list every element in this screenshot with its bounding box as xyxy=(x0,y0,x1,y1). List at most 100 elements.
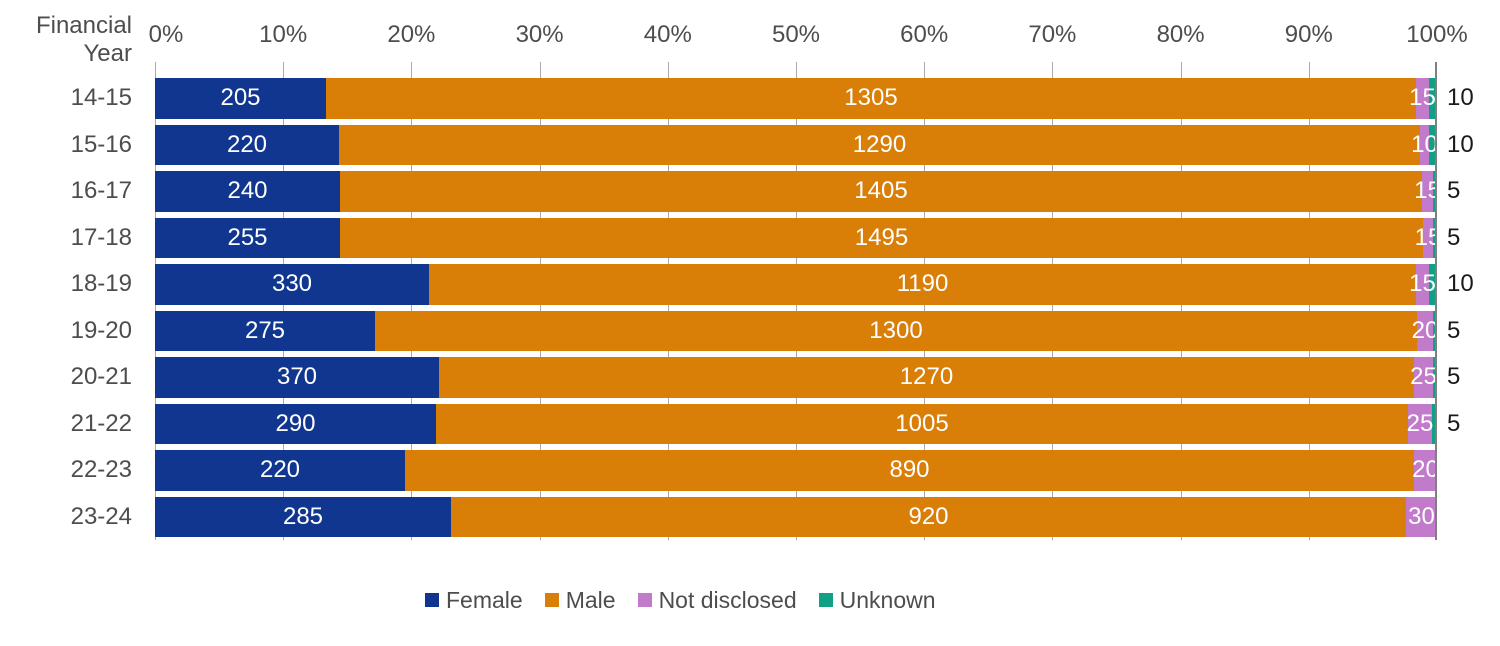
legend-swatch-unknown xyxy=(818,593,833,607)
value-label-male: 920 xyxy=(908,502,949,530)
value-label-female: 240 xyxy=(227,177,268,205)
year-label: 15-16 xyxy=(70,130,132,158)
segment-not-disclosed xyxy=(1408,403,1432,444)
segment-male: 1495 xyxy=(340,217,1423,258)
legend-swatch-male xyxy=(544,593,559,607)
segment-not-disclosed xyxy=(1422,171,1433,212)
segment-male: 1290 xyxy=(339,124,1420,165)
value-label-not-disclosed: 20 xyxy=(1412,456,1439,484)
legend-swatch-not-disclosed xyxy=(637,593,652,607)
value-label-female: 285 xyxy=(282,502,324,530)
segment-female: 220 xyxy=(155,450,405,491)
x-tick-label: 0% xyxy=(148,21,184,48)
year-label: 19-20 xyxy=(70,316,132,344)
segment-not-disclosed xyxy=(1417,310,1433,351)
x-tick-label: 50% xyxy=(771,21,821,48)
bar-row: 330 1190 15 xyxy=(155,264,1437,305)
value-label-unknown: 10 xyxy=(1447,84,1474,112)
year-label: 21-22 xyxy=(70,409,132,437)
legend-item-male: Male xyxy=(544,586,616,614)
bar-row: 205 1305 15 xyxy=(155,78,1437,119)
value-label-male: 1005 xyxy=(895,409,949,437)
year-label: 23-24 xyxy=(70,502,132,530)
legend-item-not-disclosed: Not disclosed xyxy=(637,586,797,614)
value-label-unknown: 10 xyxy=(1447,130,1474,158)
value-label-female: 290 xyxy=(275,409,316,437)
legend-label: Unknown xyxy=(839,586,936,613)
value-label-female: 330 xyxy=(271,270,313,298)
value-label-unknown: 5 xyxy=(1447,223,1461,251)
segment-not-disclosed xyxy=(1406,496,1437,537)
segment-not-disclosed xyxy=(1416,264,1429,305)
value-label-female: 220 xyxy=(226,130,268,158)
segment-not-disclosed xyxy=(1416,78,1429,119)
axis-title-line-1: Financial xyxy=(35,12,132,39)
segment-not-disclosed xyxy=(1420,124,1429,165)
legend-label: Male xyxy=(565,586,616,613)
value-label-not-disclosed: 10 xyxy=(1411,130,1438,158)
bar-row: 370 1270 25 xyxy=(155,357,1437,398)
x-tick-label: 90% xyxy=(1284,21,1333,48)
x-tick-label: 60% xyxy=(900,21,949,48)
x-tick-label: 40% xyxy=(643,21,692,48)
value-label-male: 890 xyxy=(889,456,930,484)
value-label-not-disclosed: 25 xyxy=(1406,409,1434,437)
segment-male: 890 xyxy=(405,450,1414,491)
value-label-not-disclosed: 20 xyxy=(1411,316,1439,344)
segment-female: 205 xyxy=(155,78,326,119)
x-tick-label: 80% xyxy=(1156,21,1205,48)
legend: Female Male Not disclosed Unknown xyxy=(425,586,936,614)
value-label-unknown: 10 xyxy=(1447,270,1474,298)
segment-unknown xyxy=(1429,124,1437,165)
legend-label: Female xyxy=(446,586,523,613)
legend-item-unknown: Unknown xyxy=(818,586,936,614)
bar-row: 220 890 20 xyxy=(155,450,1439,491)
segment-female: 330 xyxy=(155,264,429,305)
year-label: 17-18 xyxy=(70,223,132,251)
segment-male: 1305 xyxy=(326,78,1416,119)
value-label-unknown: 5 xyxy=(1447,177,1461,205)
segment-male: 920 xyxy=(451,496,1406,537)
segment-female: 220 xyxy=(155,124,339,165)
segment-male: 1270 xyxy=(439,357,1414,398)
legend-label: Not disclosed xyxy=(658,586,797,613)
segment-unknown xyxy=(1429,78,1437,119)
value-label-not-disclosed: 15 xyxy=(1409,84,1436,112)
segment-male: 1300 xyxy=(375,310,1417,351)
value-label-not-disclosed: 15 xyxy=(1409,270,1436,298)
segment-unknown xyxy=(1429,264,1437,305)
segment-unknown xyxy=(1432,403,1437,444)
segment-male: 1190 xyxy=(429,264,1416,305)
legend-swatch-female xyxy=(425,593,439,607)
axis-title-line-2: Year xyxy=(83,40,133,67)
value-label-male: 1305 xyxy=(844,84,898,112)
year-label: 14-15 xyxy=(70,84,132,111)
value-label-male: 1270 xyxy=(899,363,954,391)
value-label-female: 275 xyxy=(244,316,286,344)
x-tick-label: 20% xyxy=(387,21,436,48)
value-label-female: 370 xyxy=(276,363,318,391)
plot-area: 205 1305 15 10 220 1290 10 10 240 1405 15 5 255 1495 1… xyxy=(155,62,1474,540)
value-label-male: 1495 xyxy=(854,223,909,251)
segment-male: 1005 xyxy=(436,403,1408,444)
year-label: 18-19 xyxy=(70,270,132,297)
x-tick-label: 100% xyxy=(1406,21,1468,48)
segment-female: 290 xyxy=(155,403,436,444)
year-label: 16-17 xyxy=(70,177,132,204)
segment-female: 275 xyxy=(155,310,375,351)
segment-female: 255 xyxy=(155,217,340,258)
value-label-unknown: 5 xyxy=(1447,409,1461,437)
value-label-not-disclosed: 15 xyxy=(1414,223,1442,251)
value-label-not-disclosed: 25 xyxy=(1410,363,1437,391)
value-label-female: 220 xyxy=(259,456,301,484)
bar-row: 290 1005 25 xyxy=(155,403,1437,444)
value-label-unknown: 5 xyxy=(1447,316,1461,344)
x-tick-label: 30% xyxy=(515,21,564,48)
legend-item-female: Female xyxy=(425,587,523,614)
segment-not-disclosed xyxy=(1423,217,1433,258)
axis-title: Financial Year xyxy=(0,12,132,68)
segment-not-disclosed xyxy=(1414,450,1437,491)
bar-row: 275 1300 20 xyxy=(155,310,1439,351)
segment-female: 240 xyxy=(155,171,340,212)
